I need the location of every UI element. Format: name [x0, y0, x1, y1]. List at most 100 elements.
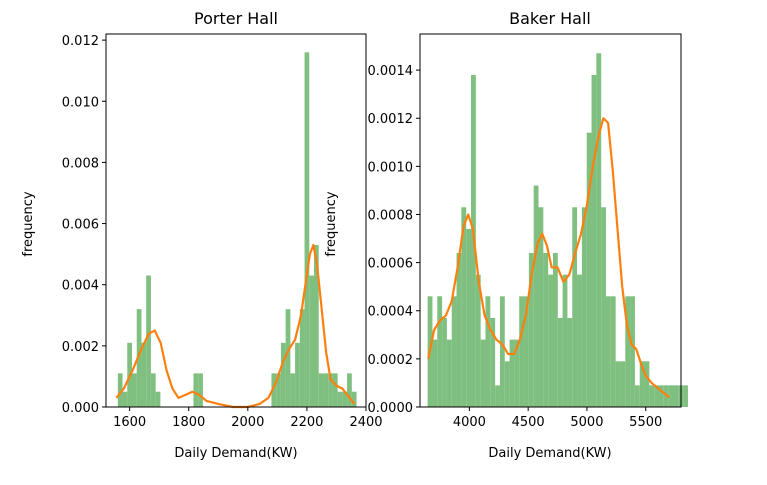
porter-hall-histogram-bar: [295, 342, 300, 407]
porter-hall-ytick-label: 0.008: [62, 156, 99, 171]
baker-hall-histogram-bar: [480, 339, 486, 407]
baker-hall-title: Baker Hall: [509, 9, 591, 28]
baker-hall-histogram-bar: [446, 339, 452, 407]
baker-hall-histogram-bar: [620, 361, 626, 407]
porter-hall-histogram-bar: [323, 373, 329, 407]
baker-hall-ylabel: frequency: [324, 191, 339, 257]
baker-hall-histogram-bar: [625, 296, 631, 407]
porter-hall-title: Porter Hall: [194, 9, 278, 28]
porter-hall-histogram-bar: [141, 342, 147, 407]
baker-hall-histogram-bar: [591, 74, 597, 407]
porter-hall-histogram-bar: [285, 309, 291, 407]
porter-hall-histogram-bar: [155, 391, 161, 407]
baker-hall-histogram-bar: [572, 207, 578, 407]
baker-hall-xtick-label: 4500: [512, 415, 545, 430]
baker-hall-ytick-label: 0.0014: [368, 64, 414, 79]
porter-hall-histogram-bar: [347, 373, 352, 407]
porter-hall-histogram-bar: [150, 373, 156, 407]
baker-hall-histogram-bar: [432, 339, 438, 407]
baker-hall-ytick-label: 0.0010: [368, 160, 414, 175]
baker-hall-histogram-bar: [456, 252, 462, 407]
baker-hall-histogram-bar: [577, 274, 582, 407]
baker-hall-ytick-label: 0.0006: [368, 257, 414, 272]
porter-hall-histogram-bar: [290, 373, 296, 407]
porter-hall-histogram-bar: [280, 342, 286, 407]
porter-hall-xtick-label: 2400: [349, 415, 382, 430]
baker-hall-histogram-bar: [581, 207, 587, 407]
baker-hall-histogram-bar: [519, 296, 525, 407]
baker-hall-histogram-bar: [442, 317, 447, 407]
porter-hall-panel: Porter Hall Daily Demand(KW) frequency 1…: [21, 9, 383, 461]
baker-hall-histogram-bar: [451, 296, 457, 407]
porter-hall-histogram-bar: [132, 373, 137, 407]
porter-hall-xlabel: Daily Demand(KW): [174, 446, 297, 461]
porter-hall-histogram-bar: [351, 391, 357, 407]
baker-hall-histogram-bar: [538, 207, 544, 407]
porter-hall-histogram-bar: [342, 391, 348, 407]
baker-hall-ytick-label: 0.0000: [368, 401, 414, 416]
porter-hall-ytick-label: 0.010: [62, 95, 99, 110]
porter-hall-histogram-bar: [193, 373, 199, 407]
porter-hall-histogram-bar: [271, 373, 277, 407]
porter-hall-axes-frame: [105, 33, 367, 408]
baker-hall-ytick-label: 0.0002: [368, 353, 414, 368]
porter-hall-xtick-label: 2000: [231, 415, 264, 430]
porter-hall-histogram-bar: [318, 373, 324, 407]
porter-hall-histogram-bar: [146, 275, 151, 407]
porter-hall-ytick-label: 0.004: [62, 279, 99, 294]
baker-hall-histogram-bar: [654, 385, 660, 407]
baker-hall-histogram-bar: [499, 296, 505, 407]
baker-hall-histogram-bar: [514, 339, 520, 407]
baker-hall-histogram-bar: [528, 252, 534, 407]
baker-hall-histogram-bar: [552, 252, 558, 407]
baker-hall-histogram-bar: [495, 385, 500, 407]
baker-hall-histogram-bar: [649, 385, 655, 407]
porter-hall-ytick-label: 0.006: [62, 218, 99, 233]
porter-hall-histogram-bar: [309, 275, 314, 407]
baker-hall-axes-frame: [419, 33, 682, 408]
baker-hall-histogram-bar: [601, 207, 606, 407]
baker-hall-histogram-bar: [644, 361, 650, 407]
porter-hall-ytick-label: 0.002: [62, 340, 99, 355]
baker-hall-histogram-bar: [557, 317, 563, 407]
baker-hall-histogram-bar: [683, 385, 688, 407]
baker-hall-ytick-label: 0.0008: [368, 208, 414, 223]
porter-hall-xtick-label: 1600: [113, 415, 146, 430]
baker-hall-histogram-bar: [485, 296, 491, 407]
porter-hall-histogram-bar: [332, 373, 338, 407]
baker-hall-histogram-bar: [548, 274, 553, 407]
baker-hall-histogram-bar: [461, 207, 467, 407]
baker-hall-histogram-bar: [634, 385, 640, 407]
baker-hall-histogram-bar: [543, 252, 549, 407]
porter-hall-xtick-label: 1800: [172, 415, 205, 430]
baker-hall-histogram-bar: [562, 274, 568, 407]
baker-hall-xlabel: Daily Demand(KW): [488, 446, 611, 461]
baker-hall-histogram-bar: [504, 361, 510, 407]
baker-hall-histogram-bar: [466, 228, 472, 407]
baker-hall-histogram-bar: [596, 53, 602, 407]
baker-hall-histogram-bar: [533, 185, 539, 407]
baker-hall-histogram-bar: [673, 385, 679, 407]
baker-hall-histogram-bar: [668, 385, 674, 407]
baker-hall-histogram-bar: [659, 385, 664, 407]
porter-hall-histogram-bar: [198, 373, 203, 407]
porter-hall-histogram-bar: [328, 373, 333, 407]
baker-hall-histogram-bar: [615, 361, 621, 407]
baker-hall-histogram-bar: [475, 274, 481, 407]
baker-hall-histogram-bar: [509, 339, 515, 407]
porter-hall-histogram-bar: [276, 373, 281, 407]
porter-hall-histogram-bar: [314, 244, 319, 407]
baker-hall-histogram-bar: [605, 296, 611, 407]
baker-hall-histogram-bar: [567, 317, 573, 407]
baker-hall-xtick-label: 5000: [570, 415, 603, 430]
baker-hall-histogram-bar: [437, 296, 443, 407]
porter-hall-histogram-bar: [337, 391, 343, 407]
baker-hall-histogram-bar: [586, 132, 592, 407]
porter-hall-histogram-bar: [136, 309, 142, 407]
baker-hall-xtick-label: 5500: [629, 415, 662, 430]
baker-hall-xtick-label: 4000: [453, 415, 486, 430]
porter-hall-ytick-label: 0.000: [62, 401, 99, 416]
baker-hall-panel: Baker Hall Daily Demand(KW) frequency 40…: [324, 9, 688, 461]
baker-hall-ytick-label: 0.0012: [368, 112, 414, 127]
